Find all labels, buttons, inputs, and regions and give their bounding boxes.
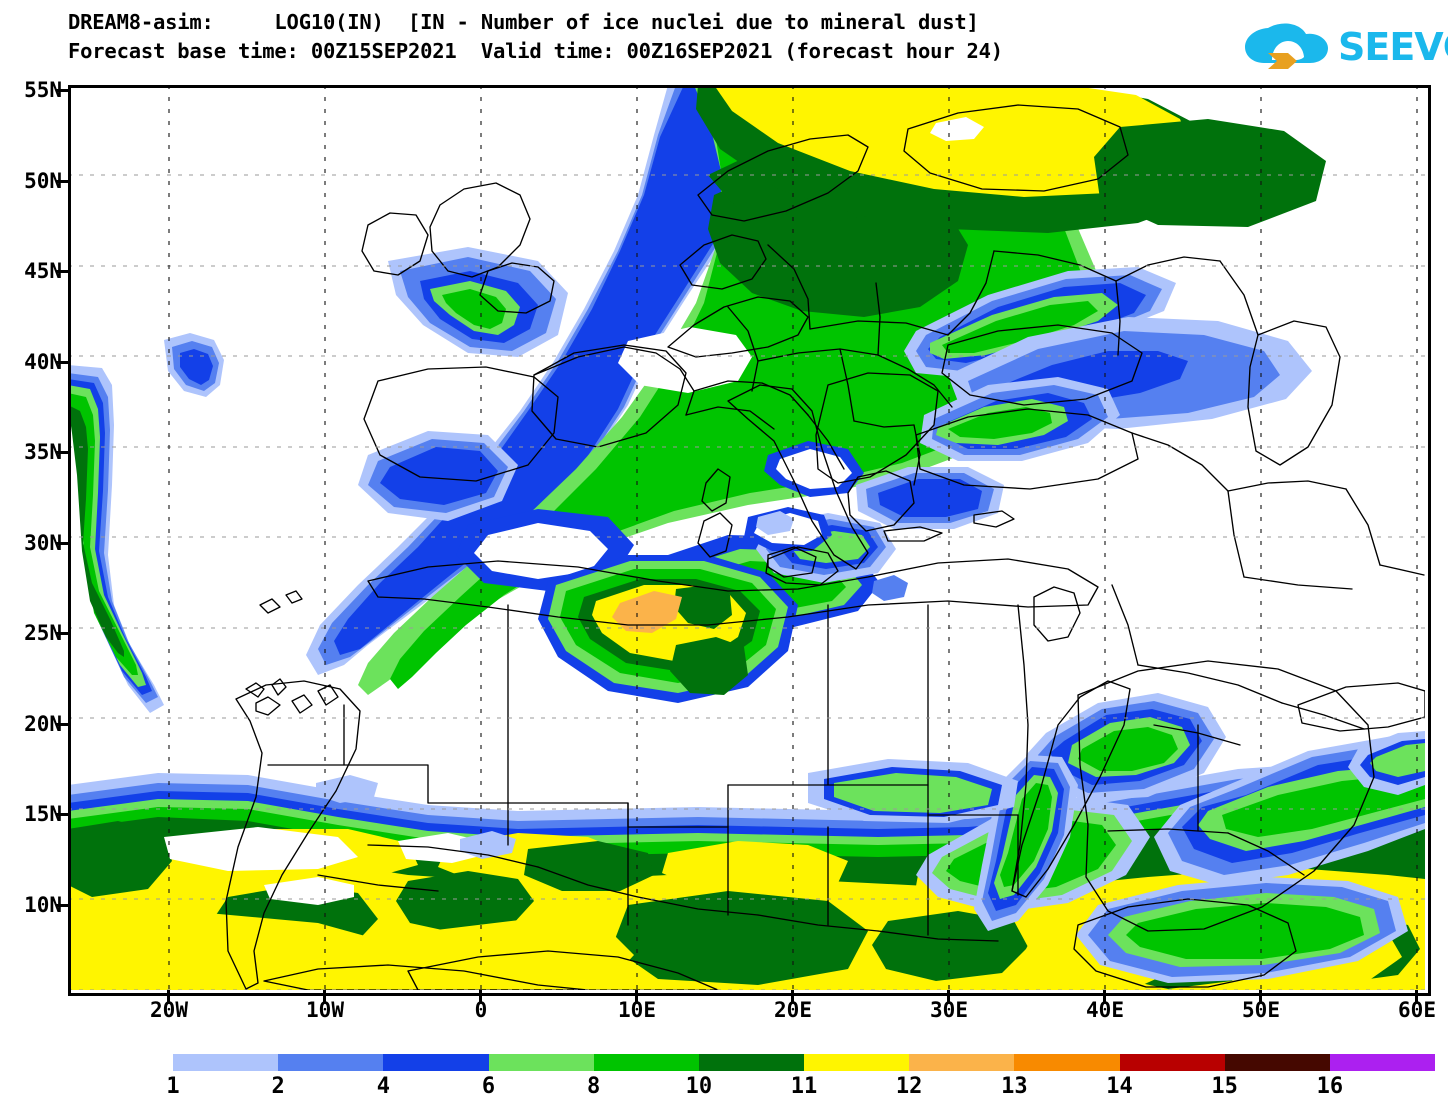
colorbar-tick-6: 6 [481, 1074, 496, 1099]
colorbar-tick-4: 4 [376, 1074, 390, 1099]
lat-label-35n: 35N [24, 440, 62, 464]
contour-sahel-hole-3 [264, 877, 354, 905]
colorbar-swatch-4-to-6[interactable] [383, 1054, 489, 1071]
seevccc-logo-svg: SEEVCCC [1245, 23, 1448, 69]
lat-label-10n: 10N [24, 893, 62, 917]
colorbar-tick-12: 12 [895, 1074, 923, 1099]
colorbar-tick-13: 13 [1001, 1074, 1028, 1099]
contour-baltic-green-2 [1094, 119, 1326, 227]
lon-label-50e: 50E [1242, 998, 1280, 1022]
contour-sahel-dg-7 [524, 841, 654, 891]
lat-label-25n: 25N [24, 621, 62, 645]
lon-label-40e: 40E [1086, 998, 1124, 1022]
contour-sahel-dg-8 [68, 821, 172, 897]
contour-sahara-spot-4 [756, 511, 794, 535]
contour-sahel-yellow-south-1 [84, 913, 408, 990]
contour-alps-hole [618, 327, 752, 393]
contour-algeria-darkgreen-notch [674, 585, 732, 629]
colorbar[interactable] [173, 1054, 1436, 1071]
colorbar-tick-1: 1 [166, 1074, 180, 1099]
lat-label-40n: 40N [24, 350, 62, 374]
lat-label-15n: 15N [24, 802, 62, 826]
lat-label-30n: 30N [24, 531, 62, 555]
colorbar-swatch-above-16[interactable] [1329, 1054, 1436, 1071]
colorbar-swatch-15-to-16[interactable] [1224, 1054, 1330, 1071]
contour-band-iberia-l5 [442, 289, 506, 329]
longitude-axis: 20W 10W 0 10E 20E 30E 40E 50E 60E [68, 998, 1436, 1026]
contour-sahel-dg-3 [612, 891, 868, 985]
contour-algeria-green-south [670, 637, 748, 695]
lon-label-30e: 30E [930, 998, 968, 1022]
contour-turkey-l5 [948, 407, 1052, 439]
coastline-layer [225, 104, 1425, 990]
contour-band-europe-l3 [334, 85, 754, 655]
contour-band-atlantic-l6 [68, 405, 124, 657]
contour-fill-layer [68, 85, 1425, 990]
seevccc-logo: SEEVCCC [1238, 14, 1448, 72]
colorbar-tick-14: 14 [1106, 1074, 1133, 1099]
contour-chad-l4 [834, 773, 992, 813]
colorbar-tick-8: 8 [587, 1074, 601, 1099]
colorbar-tick-2: 2 [271, 1074, 285, 1099]
colorbar-tick-15: 15 [1211, 1074, 1238, 1099]
colorbar-swatch-8-to-10[interactable] [593, 1054, 699, 1071]
map-header: DREAM8-asim: LOG10(IN) [IN - Number of i… [68, 8, 1228, 66]
colorbar-swatch-14-to-15[interactable] [1119, 1054, 1225, 1071]
colorbar-swatch-2-to-4[interactable] [278, 1054, 384, 1071]
lon-label-20e: 20E [774, 998, 812, 1022]
lon-label-10e: 10E [618, 998, 656, 1022]
contour-baltic-white-hole [930, 117, 984, 141]
logo-text: SEEVCCC [1338, 25, 1448, 69]
lat-label-20n: 20N [24, 712, 62, 736]
lat-label-55n: 55N [24, 78, 62, 102]
contour-ukraine-l5 [942, 301, 1098, 353]
colorbar-labels: 1 2 4 6 8 10 11 12 13 14 15 16 [166, 1074, 1435, 1104]
lon-label-0: 0 [474, 998, 488, 1022]
contour-sahel-dg-2 [396, 871, 534, 933]
colorbar-tick-11: 11 [790, 1074, 818, 1099]
lat-label-50n: 50N [24, 169, 62, 193]
lon-label-60e: 60E [1398, 998, 1436, 1022]
colorbar-swatch-10-to-11[interactable] [698, 1054, 805, 1071]
contour-sahel-yellow-south-2 [412, 919, 634, 990]
header-title-line: DREAM8-asim: LOG10(IN) [IN - Number of i… [68, 10, 979, 34]
lon-label-10w: 10W [306, 998, 344, 1022]
contour-sahel-hole-1 [164, 827, 358, 871]
map-plot-area[interactable] [68, 85, 1425, 990]
colorbar-swatch-12-to-13[interactable] [909, 1054, 1015, 1071]
contour-baltic-yellow [714, 85, 1192, 197]
colorbar-tick-16: 16 [1316, 1074, 1344, 1099]
latitude-axis: 55N 50N 45N 40N 35N 30N 25N 20N 15N 10N [0, 78, 62, 990]
colorbar-swatch-13-to-14[interactable] [1014, 1054, 1120, 1071]
contour-sahara-spot-3 [872, 575, 908, 601]
contour-arabia-sw-l5 [1126, 903, 1364, 959]
arrow-icon [1268, 53, 1297, 69]
contour-sahara-spot-1 [460, 831, 516, 859]
lon-label-20w: 20W [150, 998, 188, 1022]
contour-aegean-l3 [878, 479, 982, 517]
contour-patch-atl45-l3 [180, 349, 213, 385]
contour-algeria-orange [612, 591, 682, 633]
colorbar-tick-10: 10 [685, 1074, 713, 1099]
contour-sahel-yellow-lobe-3 [662, 841, 848, 893]
contour-map[interactable] [68, 85, 1425, 990]
contour-redsea-l5 [1078, 727, 1178, 771]
contour-sahara-spot-2 [316, 775, 378, 803]
contour-arabia-l5 [1222, 775, 1425, 837]
colorbar-swatch-6-to-8[interactable] [488, 1054, 594, 1071]
contour-spain-l3 [380, 447, 498, 505]
colorbar-swatch-11-to-12[interactable] [804, 1054, 910, 1071]
lat-label-45n: 45N [24, 259, 62, 283]
colorbar-swatch-1-to-2[interactable] [173, 1054, 279, 1071]
contour-oman-l4 [1370, 743, 1425, 777]
header-time-line: Forecast base time: 00Z15SEP2021 Valid t… [68, 39, 1003, 63]
